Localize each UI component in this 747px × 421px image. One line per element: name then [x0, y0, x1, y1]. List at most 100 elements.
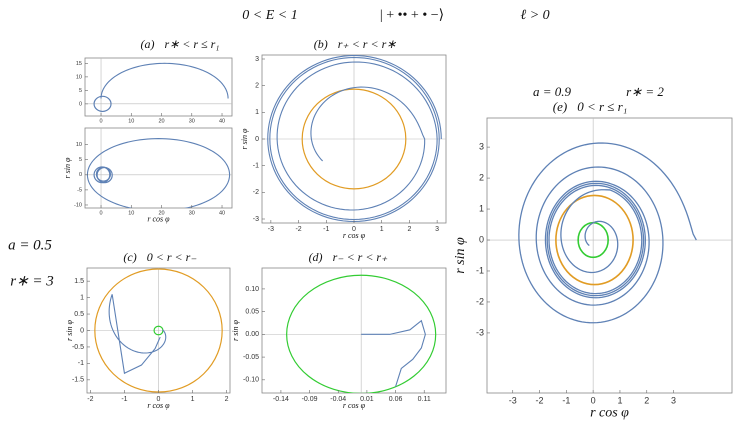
y-tick-label: -3	[476, 327, 484, 337]
panel-condition: 0 < r < r₋	[147, 250, 198, 264]
radius-right: r∗ = 2	[626, 84, 664, 99]
x-tick-label: 0	[352, 226, 356, 233]
panel-title: (c) 0 < r < r₋	[123, 250, 197, 264]
angular-condition: ℓ > 0	[520, 8, 549, 23]
plot-area	[262, 268, 446, 393]
plot-frame	[84, 57, 233, 117]
y-tick-label: 2	[255, 83, 259, 90]
panel-label: (a)	[141, 37, 155, 51]
y-tick-label: -0.05	[243, 354, 259, 361]
y-axis-label: r sin φ	[453, 237, 468, 274]
orbit-circle	[555, 194, 634, 286]
y-tick-label: -0.5	[72, 344, 84, 351]
x-tick-label: -3	[268, 226, 274, 233]
y-axis-label: r sin φ	[65, 319, 74, 340]
y-tick-label: 15	[76, 61, 82, 67]
x-tick-label: 20	[158, 118, 164, 124]
y-tick-label: 1	[479, 203, 484, 213]
panel-title: (b) r₊ < r < r∗	[314, 37, 397, 51]
orbit	[108, 294, 167, 375]
panel-condition: r₋ < r < r₊	[333, 250, 389, 264]
x-tick-label: -3	[509, 395, 517, 405]
y-tick-label: 5	[79, 157, 82, 163]
y-tick-label: 0	[255, 136, 259, 143]
plot-frame	[261, 267, 447, 394]
energy-condition: 0 < E < 1	[242, 8, 297, 23]
orbit-circle	[93, 95, 112, 113]
panel-label: (d)	[309, 250, 323, 264]
panel-label: (b)	[314, 37, 328, 51]
y-tick-label: 10	[76, 74, 82, 80]
x-tick-label: 0	[99, 118, 102, 124]
panel-condition: r₊ < r < r∗	[338, 37, 397, 51]
x-tick-label: 1	[191, 396, 195, 403]
x-axis-label: r cos φ	[343, 401, 366, 410]
y-tick-label: -2	[253, 189, 259, 196]
y-axis-label: r sin φ	[231, 319, 240, 340]
y-tick-label: -0.10	[243, 377, 259, 384]
x-tick-label: 1	[380, 226, 384, 233]
y-tick-label: 3	[255, 56, 259, 63]
x-tick-label: -1	[121, 396, 127, 403]
x-tick-label: 40	[219, 118, 225, 124]
y-axis-label: r sin φ	[63, 157, 72, 178]
x-tick-label: 3	[435, 226, 439, 233]
plot-area	[85, 128, 232, 208]
y-tick-label: -5	[77, 187, 82, 193]
x-tick-label: -2	[295, 226, 301, 233]
y-tick-label: 0.5	[74, 311, 84, 318]
radius-left: r∗ = 3	[10, 273, 54, 289]
plot-area	[262, 55, 446, 223]
orbit-circle	[286, 274, 437, 393]
y-tick-label: -1.5	[72, 377, 84, 384]
y-tick-label: 2	[479, 172, 484, 182]
x-tick-label: 40	[219, 210, 225, 216]
x-tick-label: 2	[644, 395, 649, 405]
x-tick-label: 1	[617, 395, 622, 405]
y-tick-label: 3	[479, 141, 484, 151]
panel-condition: r∗ < r ≤ r₁	[165, 37, 220, 51]
orbit-circle	[301, 88, 407, 190]
state-label: | + •• + • −⟩	[380, 8, 444, 23]
y-tick-label: 0	[479, 234, 484, 244]
y-tick-label: -1	[253, 163, 259, 170]
plot-frame	[486, 117, 733, 394]
y-tick-label: 0	[80, 327, 84, 334]
x-tick-label: 30	[189, 210, 195, 216]
y-tick-label: 1.5	[74, 278, 84, 285]
x-tick-label: 20	[158, 210, 164, 216]
x-tick-label: 0.11	[418, 396, 431, 403]
y-tick-label: 5	[79, 88, 82, 94]
panel-title: (e) 0 < r ≤ r₁	[553, 99, 627, 114]
x-tick-label: 2	[225, 396, 229, 403]
plot-frame	[84, 127, 233, 209]
x-tick-label: -0.14	[273, 396, 289, 403]
orbit	[361, 319, 426, 387]
x-tick-label: -2	[536, 395, 544, 405]
y-tick-label: 0.00	[245, 331, 259, 338]
x-tick-label: 10	[128, 118, 134, 124]
spin-left: a = 0.5	[8, 237, 52, 253]
x-tick-label: 2	[407, 226, 411, 233]
x-tick-label: -1	[562, 395, 570, 405]
y-tick-label: 0	[79, 172, 82, 178]
panel-title: (d) r₋ < r < r₊	[309, 250, 389, 264]
x-tick-label: 30	[189, 118, 195, 124]
y-tick-label: -10	[74, 202, 82, 208]
plot-area	[87, 268, 230, 393]
plot-area	[85, 58, 232, 116]
y-tick-label: 1	[80, 294, 84, 301]
x-tick-label: 0.01	[360, 396, 374, 403]
x-tick-label: -0.04	[330, 396, 346, 403]
x-tick-label: -2	[87, 396, 93, 403]
panel-label: (c)	[123, 250, 136, 264]
orbit	[518, 142, 697, 324]
x-tick-label: 0	[591, 395, 596, 405]
orbit	[267, 55, 442, 223]
panel-label: (e)	[553, 99, 567, 114]
x-tick-label: 0	[99, 210, 102, 216]
y-tick-label: -3	[253, 216, 259, 223]
x-tick-label: 0	[157, 396, 161, 403]
x-axis-label: r cos φ	[147, 401, 170, 410]
y-tick-label: -1	[476, 265, 484, 275]
